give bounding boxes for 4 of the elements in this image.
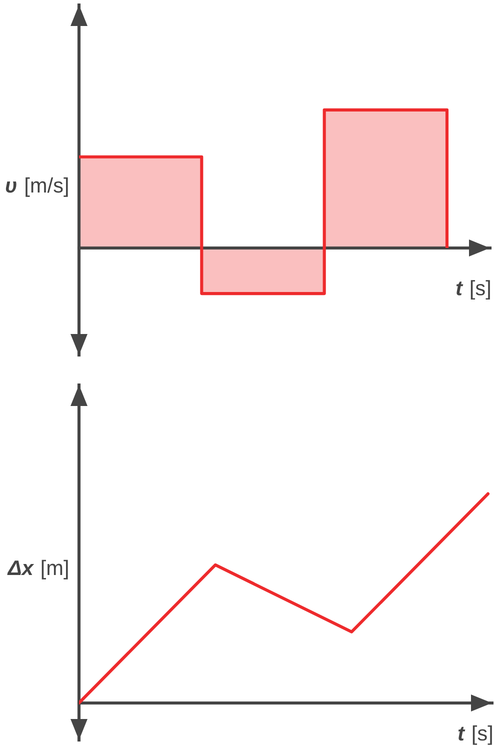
y-axis-title: Δx [m] bbox=[7, 560, 68, 580]
x-axis-title: t [s] bbox=[456, 280, 490, 300]
y-axis-title: υ [m/s] bbox=[6, 177, 68, 197]
x-axis-title: t [s] bbox=[458, 725, 492, 745]
